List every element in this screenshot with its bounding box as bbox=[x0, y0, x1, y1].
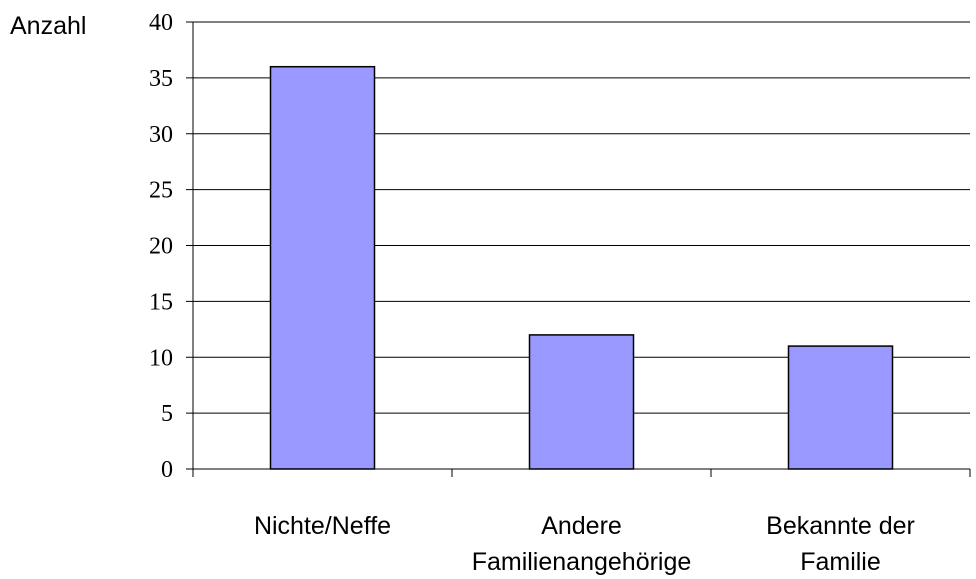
y-tick-label-1: 5 bbox=[161, 401, 173, 427]
y-tick-label-3: 15 bbox=[149, 289, 173, 315]
bar-1 bbox=[528, 334, 635, 470]
bar-0 bbox=[269, 65, 376, 470]
bars bbox=[269, 65, 894, 470]
x-tick-label-0: Nichte/Neffe bbox=[254, 512, 391, 540]
y-tick-label-7: 35 bbox=[149, 66, 173, 92]
y-axis-label: Anzahl bbox=[10, 12, 86, 40]
bar-2 bbox=[787, 345, 894, 470]
x-tick-labels: Nichte/Neffe Andere Familienangehörige Beka… bbox=[254, 512, 915, 576]
x-tick-label-1: Andere Familienangehörige bbox=[472, 512, 692, 576]
y-tick-label-4: 20 bbox=[149, 234, 173, 260]
axes bbox=[186, 21, 971, 477]
y-tick-labels: 0 5 10 15 20 25 30 35 40 bbox=[149, 10, 173, 483]
y-tick-label-6: 30 bbox=[149, 122, 173, 148]
y-tick-label-0: 0 bbox=[161, 457, 173, 483]
x-tick-label-2: Bekannte der Familie bbox=[766, 512, 915, 576]
y-tick-label-8: 40 bbox=[149, 10, 173, 36]
y-tick-label-2: 10 bbox=[149, 345, 173, 371]
y-tick-label-5: 25 bbox=[149, 178, 173, 204]
